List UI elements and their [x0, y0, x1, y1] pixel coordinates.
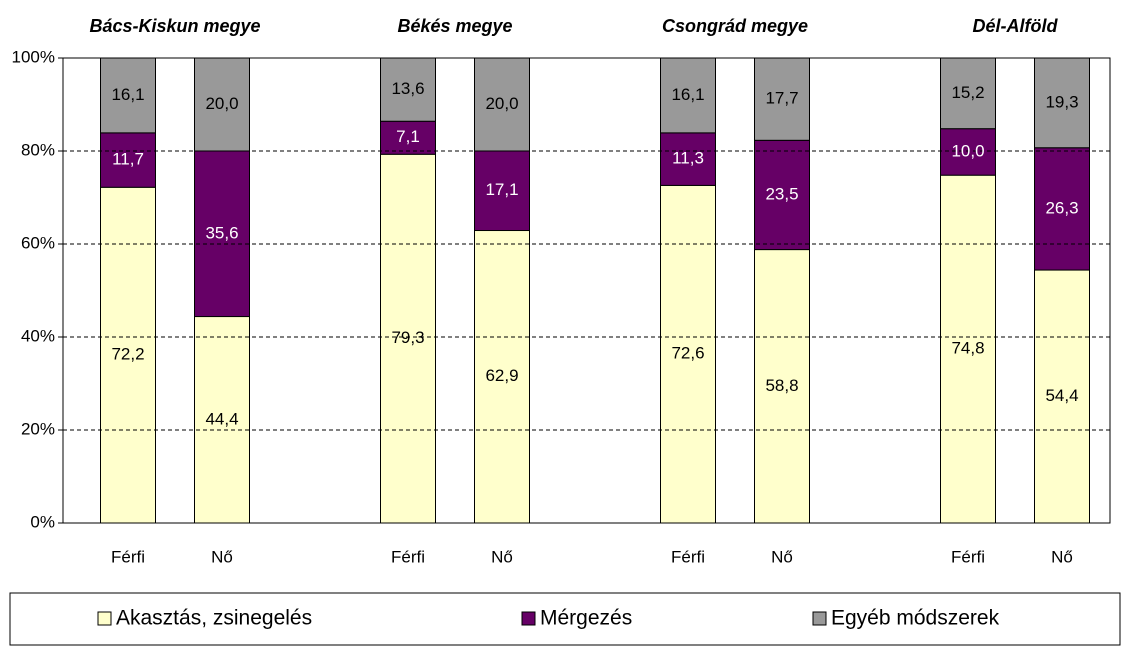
- legend-swatch: [812, 611, 827, 626]
- bar-segment: [754, 57, 810, 141]
- bar-segment: [100, 186, 156, 524]
- legend-swatch: [521, 611, 536, 626]
- x-tick-label: Férfi: [951, 547, 985, 566]
- bar-segment: [474, 57, 530, 152]
- value-label: 72,6: [671, 344, 704, 363]
- value-label: 74,8: [951, 339, 984, 358]
- value-label: 62,9: [485, 366, 518, 385]
- group-title: Csongrád megye: [662, 16, 808, 36]
- bar-segment: [940, 128, 996, 176]
- bar-segment: [660, 57, 716, 134]
- value-label: 10,0: [951, 141, 984, 160]
- bar-segment: [194, 150, 250, 318]
- bar-segment: [1034, 147, 1090, 271]
- y-tick-label: 60%: [21, 233, 55, 252]
- bar-segment: [1034, 57, 1090, 149]
- y-tick-label: 20%: [21, 419, 55, 438]
- plot-frame: [62, 57, 1111, 524]
- value-label: 11,3: [672, 149, 704, 168]
- x-tick-label: Férfi: [391, 547, 425, 566]
- value-label: 20,0: [205, 94, 238, 113]
- value-label: 19,3: [1045, 92, 1078, 111]
- value-label: 13,6: [391, 79, 424, 98]
- value-label: 17,7: [765, 89, 798, 108]
- value-label: 11,7: [112, 150, 144, 169]
- x-tick-label: Férfi: [111, 547, 145, 566]
- group-title: Dél-Alföld: [973, 16, 1059, 36]
- value-label: 54,4: [1045, 386, 1078, 405]
- y-tick-label: 80%: [21, 140, 55, 159]
- value-label: 35,6: [205, 223, 238, 242]
- value-label: 58,8: [765, 376, 798, 395]
- legend-label: Mérgezés: [540, 607, 632, 630]
- bar-segment: [380, 57, 436, 122]
- x-tick-label: Nő: [1051, 547, 1073, 566]
- x-tick-label: Nő: [491, 547, 513, 566]
- y-tick-label: 0%: [30, 512, 55, 531]
- bar-segment: [1034, 269, 1090, 524]
- bar-segment: [194, 316, 250, 524]
- bar-segment: [380, 120, 436, 155]
- legend-box: [9, 592, 1121, 646]
- value-label: 17,1: [485, 180, 518, 199]
- value-label: 72,2: [111, 345, 144, 364]
- value-label: 16,1: [111, 85, 144, 104]
- legend-label: Akasztás, zsinegelés: [116, 607, 312, 630]
- legend-label: Egyéb módszerek: [831, 607, 1000, 630]
- bar-segment: [754, 249, 810, 524]
- legend-swatch: [97, 611, 112, 626]
- value-label: 23,5: [765, 184, 798, 203]
- x-tick-label: Férfi: [671, 547, 705, 566]
- group-title: Bács-Kiskun megye: [89, 16, 260, 36]
- bar-segment: [100, 57, 156, 134]
- value-label: 44,4: [205, 409, 238, 428]
- bar-segment: [474, 230, 530, 524]
- bar-segment: [940, 174, 996, 524]
- bar-segment: [660, 132, 716, 186]
- value-label: 7,1: [396, 127, 420, 146]
- value-label: 79,3: [391, 328, 424, 347]
- bar-segment: [474, 150, 530, 232]
- group-title: Békés megye: [397, 16, 512, 36]
- value-label: 15,2: [951, 83, 984, 102]
- value-label: 26,3: [1045, 198, 1078, 217]
- bar-segment: [194, 57, 250, 152]
- x-tick-label: Nő: [771, 547, 793, 566]
- value-label: 20,0: [485, 94, 518, 113]
- bar-segment: [380, 153, 436, 524]
- y-tick-label: 100%: [12, 47, 55, 66]
- value-label: 16,1: [671, 85, 704, 104]
- bar-segment: [754, 139, 810, 251]
- y-tick-label: 40%: [21, 326, 55, 345]
- x-tick-label: Nő: [211, 547, 233, 566]
